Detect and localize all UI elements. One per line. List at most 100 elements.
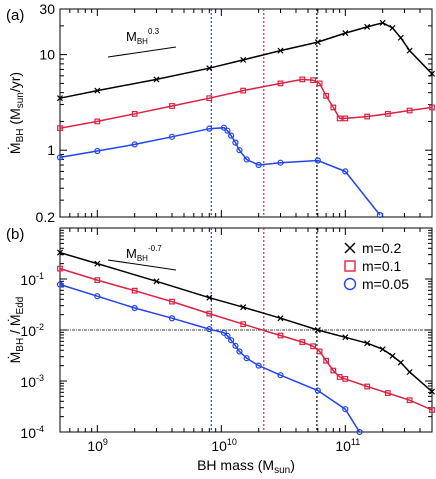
data-point: [342, 375, 349, 382]
legend-label: m=0.2: [362, 240, 402, 256]
data-point: [397, 359, 404, 366]
data-point: [384, 110, 391, 117]
data-point: [153, 278, 160, 285]
data-point: [428, 70, 436, 77]
data-point: [56, 249, 64, 256]
data-point: [240, 56, 247, 63]
data-point: [379, 19, 386, 26]
data-point: [429, 104, 435, 111]
data-point: [336, 374, 343, 380]
y-axis-label: ṀBH / ṀEdd: [6, 297, 26, 364]
legend-marker-circle: [343, 277, 357, 291]
panel-a: 0.2 1 10 30 (a) MBH0.3 ṀBH (Msun/yr): [6, 1, 436, 225]
series-line-m02: [59, 21, 433, 99]
data-point: [94, 87, 101, 94]
data-point: [206, 125, 213, 132]
data-point: [364, 113, 371, 120]
x-tick-label: 1010: [211, 437, 237, 454]
data-point: [131, 304, 138, 312]
data-point: [206, 326, 213, 333]
data-point: [255, 161, 262, 169]
legend-label: m=0.1: [362, 258, 402, 274]
data-point: [342, 168, 349, 175]
slope-guide-line: [107, 46, 177, 58]
data-point: [224, 127, 231, 134]
data-point: [277, 80, 284, 87]
data-point: [153, 76, 160, 83]
x-tick-label: 1011: [335, 437, 360, 454]
data-point: [310, 77, 317, 84]
y-tick-label: 10-3: [20, 373, 44, 390]
data-point: [243, 355, 250, 362]
data-point: [255, 362, 262, 369]
data-point: [131, 141, 138, 148]
data-point: [342, 115, 349, 122]
data-point: [131, 110, 138, 117]
data-point: [429, 407, 435, 413]
data-point: [406, 47, 413, 54]
slope-annotation: MBH-0.7: [126, 244, 162, 263]
y-tick-label: 1: [47, 142, 55, 158]
y-tick-label: 10: [39, 47, 55, 63]
data-point: [169, 103, 175, 109]
data-point: [232, 139, 239, 146]
data-point: [364, 383, 371, 390]
data-point: [323, 92, 330, 99]
panel-label: (b): [6, 226, 24, 243]
data-point: [389, 24, 396, 31]
data-point: [131, 287, 138, 294]
data-point: [406, 397, 413, 404]
data-point: [342, 406, 349, 413]
slope-guide-line: [107, 259, 177, 271]
data-point: [206, 310, 213, 317]
legend-label: m=0.05: [362, 276, 409, 292]
data-point: [314, 387, 321, 394]
data-point: [277, 159, 284, 166]
data-point: [379, 346, 386, 353]
x-tick-label: 109: [87, 437, 108, 454]
y-axis-label-text: ṀBH / ṀEdd: [6, 297, 26, 364]
series-line-m005: [59, 126, 381, 216]
data-point: [384, 390, 391, 396]
data-point: [330, 367, 337, 374]
data-point: [314, 326, 321, 334]
data-point: [243, 156, 250, 163]
series-line-m01: [59, 78, 433, 129]
data-point: [168, 133, 176, 140]
data-point: [406, 107, 413, 114]
data-point: [323, 357, 330, 364]
data-point: [236, 348, 243, 355]
data-point: [240, 304, 247, 311]
data-point: [240, 321, 247, 328]
data-point: [342, 30, 349, 37]
data-point: [56, 154, 64, 161]
y-tick-label: 10-1: [20, 271, 44, 288]
data-point: [364, 340, 371, 347]
y-tick-label: 0.2: [36, 209, 56, 225]
data-point: [206, 65, 213, 72]
data-point: [316, 348, 323, 355]
data-point: [277, 315, 284, 322]
data-point: [94, 118, 101, 125]
plot-frame: [59, 8, 433, 218]
data-point: [406, 368, 413, 376]
data-point: [228, 337, 235, 344]
data-point: [94, 293, 101, 300]
data-point: [336, 115, 343, 122]
data-point: [168, 315, 176, 322]
data-point: [428, 388, 436, 395]
data-point: [330, 104, 337, 111]
data-point: [299, 339, 306, 345]
data-point: [299, 76, 306, 83]
y-tick-label: 10-2: [20, 322, 44, 339]
data-point: [94, 260, 101, 267]
data-point: [397, 34, 404, 41]
data-point: [314, 157, 321, 164]
data-point: [277, 372, 284, 379]
data-point: [342, 334, 349, 341]
data-point: [220, 124, 228, 131]
legend-marker-x: [344, 242, 356, 254]
data-point: [236, 147, 243, 154]
data-point: [220, 329, 228, 336]
